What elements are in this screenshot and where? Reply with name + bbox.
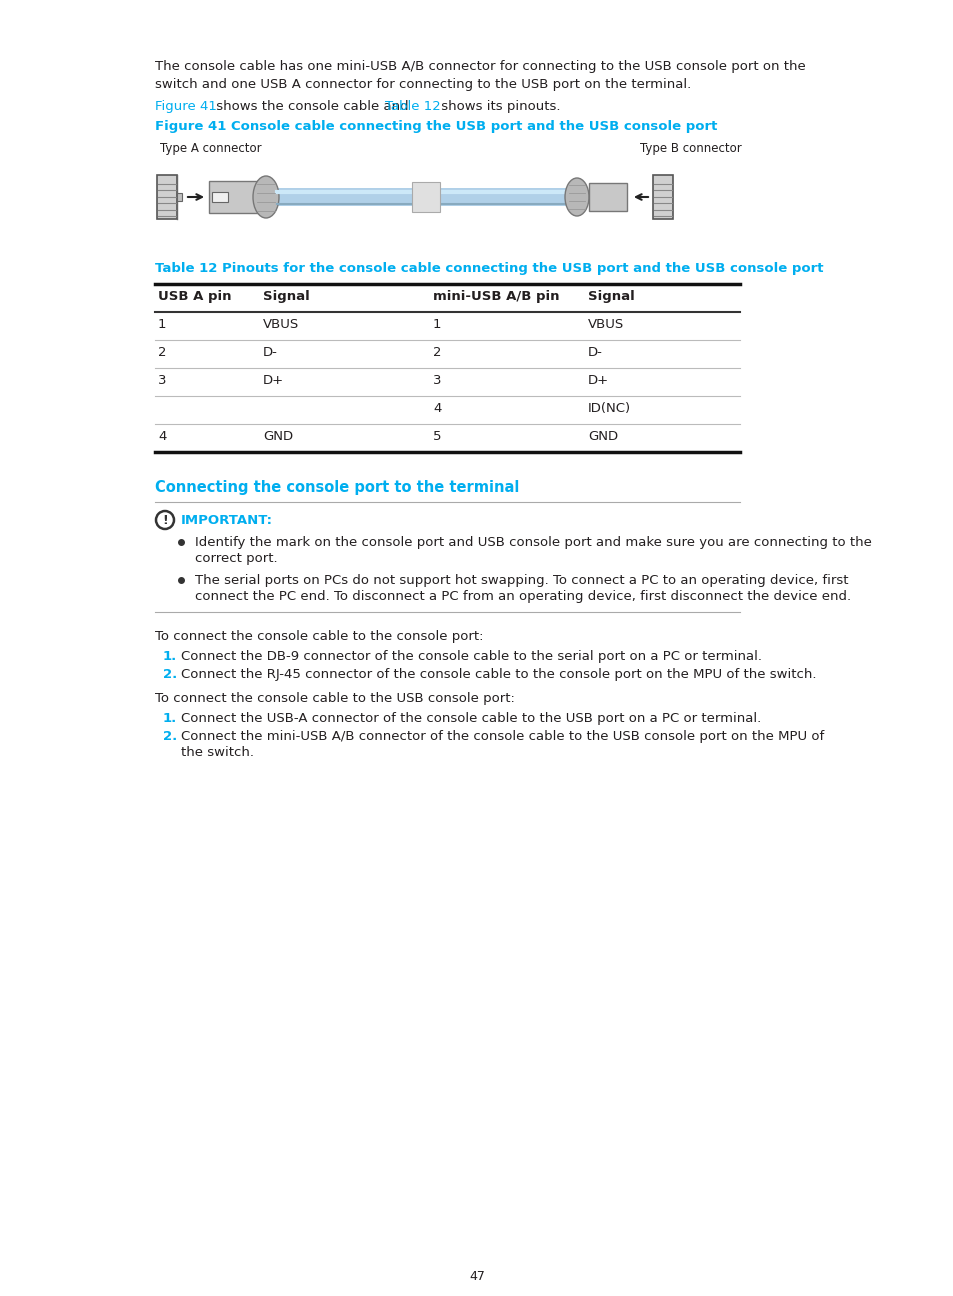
Text: connect the PC end. To disconnect a PC from an operating device, first disconnec: connect the PC end. To disconnect a PC f… [194,590,850,603]
Text: Signal: Signal [587,290,634,303]
Text: 5: 5 [433,430,441,443]
Text: VBUS: VBUS [587,318,623,330]
Text: shows the console cable and: shows the console cable and [212,100,413,113]
Text: shows its pinouts.: shows its pinouts. [436,100,560,113]
Text: Signal: Signal [263,290,310,303]
Text: D+: D+ [587,375,608,388]
Text: 2: 2 [158,346,167,359]
Text: 1: 1 [433,318,441,330]
Text: 2: 2 [433,346,441,359]
Text: correct port.: correct port. [194,552,277,565]
Text: D-: D- [587,346,602,359]
Text: 1.: 1. [163,712,177,724]
Text: Table 12: Table 12 [385,100,440,113]
Text: the switch.: the switch. [181,746,253,759]
Text: Table 12 Pinouts for the console cable connecting the USB port and the USB conso: Table 12 Pinouts for the console cable c… [154,262,822,275]
Text: GND: GND [263,430,293,443]
Text: The console cable has one mini-USB A/B connector for connecting to the USB conso: The console cable has one mini-USB A/B c… [154,60,805,73]
Text: 2.: 2. [163,667,177,680]
Text: GND: GND [587,430,618,443]
Bar [177,193,182,201]
Text: Figure 41 Console cable connecting the USB port and the USB console port: Figure 41 Console cable connecting the U… [154,121,717,133]
Bar [276,188,575,206]
Text: Connect the RJ-45 connector of the console cable to the console port on the MPU : Connect the RJ-45 connector of the conso… [181,667,816,680]
Text: Identify the mark on the console port and USB console port and make sure you are: Identify the mark on the console port an… [194,537,871,550]
Text: 3: 3 [158,375,167,388]
Bar [157,175,177,219]
Ellipse shape [253,176,278,218]
Text: mini-USB A/B pin: mini-USB A/B pin [433,290,558,303]
Text: 3: 3 [433,375,441,388]
Text: Connecting the console port to the terminal: Connecting the console port to the termi… [154,480,518,495]
Text: IMPORTANT:: IMPORTANT: [181,515,273,527]
Bar [588,183,626,211]
Text: ID(NC): ID(NC) [587,402,631,415]
Text: !: ! [162,513,168,526]
Text: 1: 1 [158,318,167,330]
Text: Type A connector: Type A connector [160,143,261,156]
Text: Connect the mini-USB A/B connector of the console cable to the USB console port : Connect the mini-USB A/B connector of th… [181,730,823,743]
Text: Connect the DB-9 connector of the console cable to the serial port on a PC or te: Connect the DB-9 connector of the consol… [181,651,761,664]
Ellipse shape [564,178,588,216]
Text: The serial ports on PCs do not support hot swapping. To connect a PC to an opera: The serial ports on PCs do not support h… [194,574,847,587]
Text: 47: 47 [469,1270,484,1283]
Text: 2.: 2. [163,730,177,743]
Text: Type B connector: Type B connector [639,143,741,156]
Text: To connect the console cable to the console port:: To connect the console cable to the cons… [154,630,483,643]
Text: To connect the console cable to the USB console port:: To connect the console cable to the USB … [154,692,515,705]
Text: 4: 4 [433,402,441,415]
Text: 1.: 1. [163,651,177,664]
Bar [209,181,264,213]
Text: 4: 4 [158,430,166,443]
Bar [212,192,228,202]
Text: switch and one USB A connector for connecting to the USB port on the terminal.: switch and one USB A connector for conne… [154,78,691,91]
Text: USB A pin: USB A pin [158,290,232,303]
Text: Connect the USB-A connector of the console cable to the USB port on a PC or term: Connect the USB-A connector of the conso… [181,712,760,724]
Text: VBUS: VBUS [263,318,299,330]
Bar [412,181,439,213]
Circle shape [156,511,173,529]
Text: D-: D- [263,346,277,359]
Text: Figure 41: Figure 41 [154,100,216,113]
Bar [652,175,672,219]
Text: D+: D+ [263,375,284,388]
